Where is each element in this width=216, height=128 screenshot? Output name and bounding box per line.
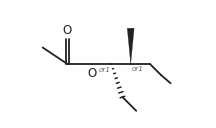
Text: O: O xyxy=(87,67,97,80)
Text: or1: or1 xyxy=(131,66,143,72)
Text: or1: or1 xyxy=(99,67,111,73)
Text: O: O xyxy=(63,24,72,37)
Polygon shape xyxy=(127,28,134,64)
